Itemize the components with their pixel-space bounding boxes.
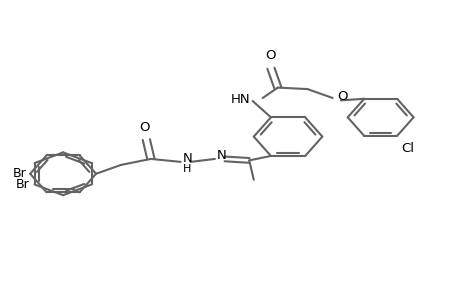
Text: Br: Br <box>13 167 27 180</box>
Text: N: N <box>183 152 192 165</box>
Text: HN: HN <box>230 93 250 106</box>
Text: O: O <box>336 90 347 103</box>
Text: O: O <box>139 121 149 134</box>
Text: N: N <box>217 149 226 162</box>
Text: H: H <box>183 164 191 174</box>
Text: Br: Br <box>15 178 29 191</box>
Text: O: O <box>265 49 275 62</box>
Text: Cl: Cl <box>401 142 414 155</box>
